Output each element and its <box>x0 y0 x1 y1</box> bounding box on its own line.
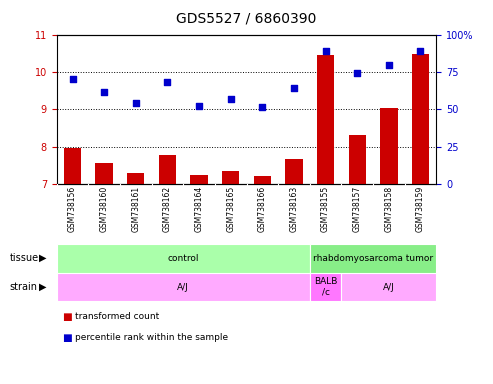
Text: ▶: ▶ <box>39 282 47 292</box>
Bar <box>349 134 366 184</box>
Bar <box>317 55 334 184</box>
Text: GSM738162: GSM738162 <box>163 186 172 232</box>
Text: tissue: tissue <box>10 253 39 263</box>
Text: BALB
/c: BALB /c <box>314 277 337 297</box>
Bar <box>57 273 310 301</box>
Point <box>69 76 76 82</box>
Text: ■: ■ <box>62 333 71 343</box>
Text: GSM738161: GSM738161 <box>131 186 141 232</box>
Bar <box>222 171 240 184</box>
Bar <box>127 173 144 184</box>
Bar <box>341 273 436 301</box>
Bar <box>380 108 397 184</box>
Bar <box>310 273 341 301</box>
Point <box>100 89 108 95</box>
Text: percentile rank within the sample: percentile rank within the sample <box>75 333 229 343</box>
Point <box>321 48 329 54</box>
Point <box>385 61 393 68</box>
Text: GDS5527 / 6860390: GDS5527 / 6860390 <box>176 12 317 25</box>
Point <box>417 48 424 54</box>
Point <box>164 79 172 86</box>
Point <box>290 85 298 91</box>
Bar <box>57 244 310 273</box>
Text: GSM738164: GSM738164 <box>195 186 204 232</box>
Text: GSM738156: GSM738156 <box>68 186 77 232</box>
Text: GSM738155: GSM738155 <box>321 186 330 232</box>
Text: ■: ■ <box>62 312 71 322</box>
Text: GSM738166: GSM738166 <box>258 186 267 232</box>
Text: GSM738157: GSM738157 <box>352 186 362 232</box>
Text: GSM738158: GSM738158 <box>385 186 393 232</box>
Text: A/J: A/J <box>383 283 395 291</box>
Text: A/J: A/J <box>177 283 189 291</box>
Text: control: control <box>168 254 199 263</box>
Bar <box>96 163 113 184</box>
Bar <box>285 159 303 184</box>
Point <box>132 99 140 106</box>
Point <box>258 104 266 110</box>
Text: GSM738160: GSM738160 <box>100 186 108 232</box>
Text: GSM738159: GSM738159 <box>416 186 425 232</box>
Text: GSM738163: GSM738163 <box>289 186 298 232</box>
Text: ▶: ▶ <box>39 253 47 263</box>
Text: strain: strain <box>10 282 38 292</box>
Bar <box>190 175 208 184</box>
Text: rhabdomyosarcoma tumor: rhabdomyosarcoma tumor <box>313 254 433 263</box>
Bar <box>159 155 176 184</box>
Bar <box>310 244 436 273</box>
Bar <box>412 55 429 184</box>
Point <box>195 103 203 109</box>
Bar <box>64 148 81 184</box>
Text: transformed count: transformed count <box>75 312 160 321</box>
Point <box>353 70 361 76</box>
Bar <box>253 176 271 184</box>
Text: GSM738165: GSM738165 <box>226 186 235 232</box>
Point <box>227 96 235 103</box>
